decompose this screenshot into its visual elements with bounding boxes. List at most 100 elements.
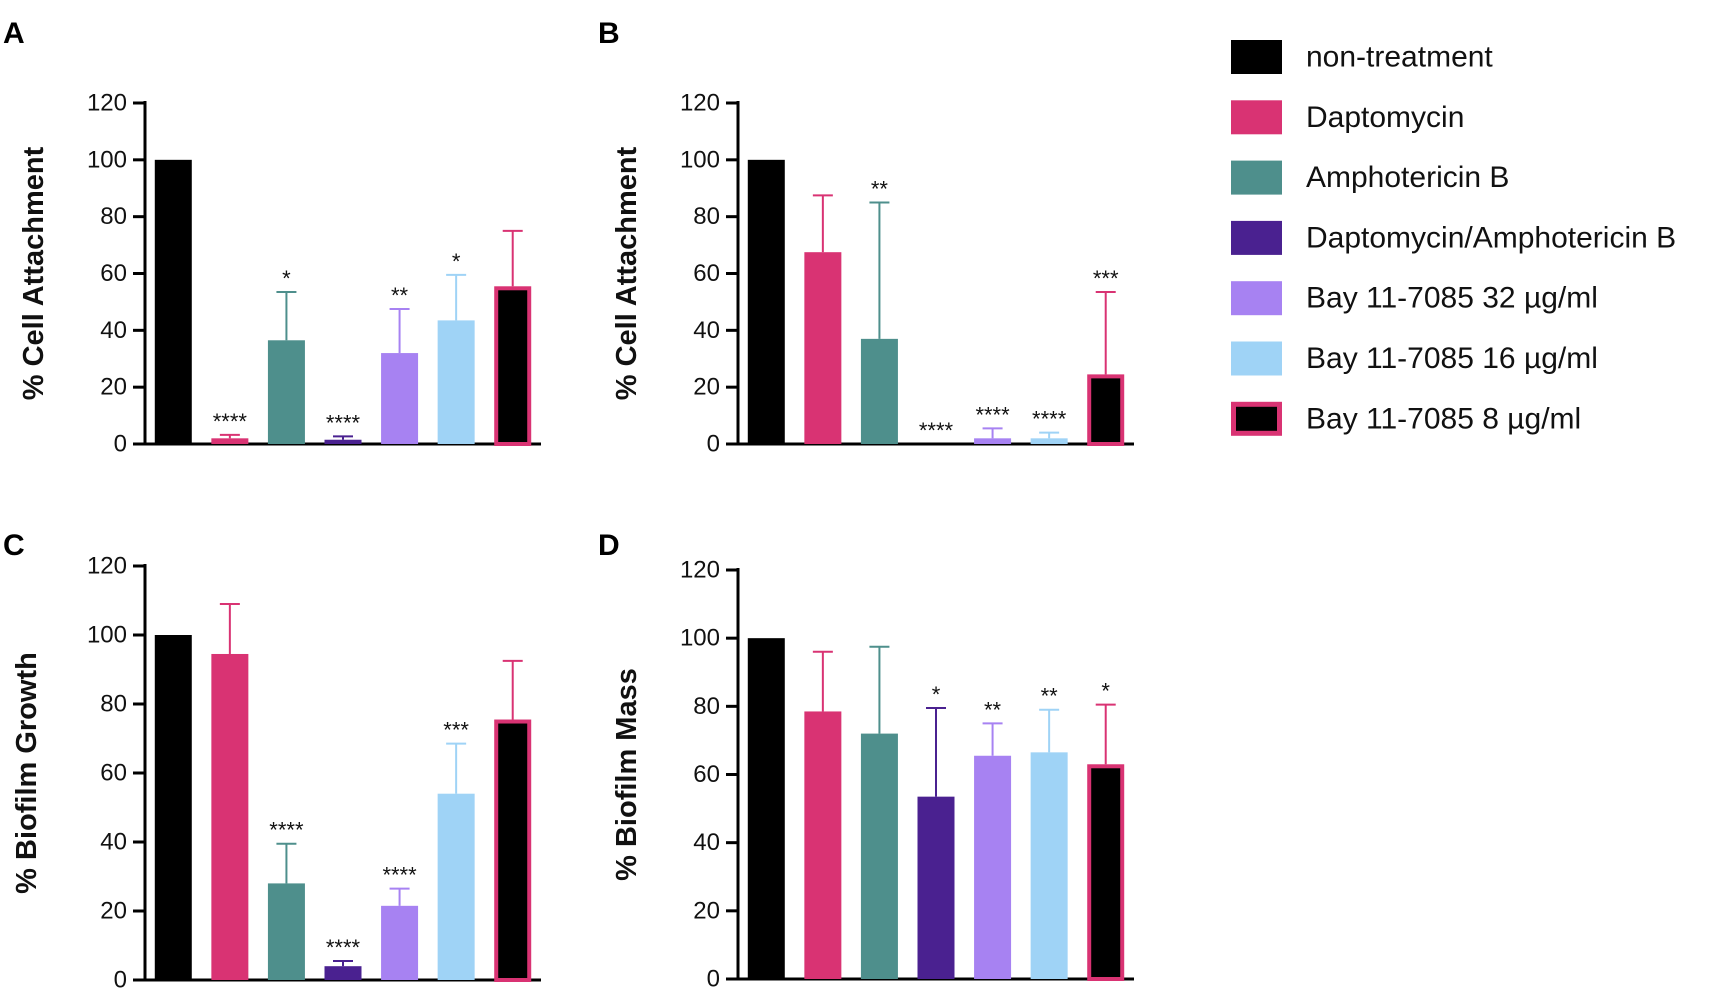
panel-d-bar-daptomycin-amphotericin-b: [917, 796, 955, 979]
panel-d-y-tick-label-0: 0: [707, 966, 720, 993]
panel-a-y-tick-label-100: 100: [87, 146, 127, 173]
panel-a-chart: A% Cell Attachment020406080100120*******…: [3, 17, 541, 458]
legend-label-amphotericin-b: Amphotericin B: [1306, 161, 1509, 194]
panel-a-y-tick-label-0: 0: [114, 431, 127, 458]
panel-c-chart: C% Biofilm Growth020406080100120********…: [3, 529, 541, 994]
panel-b-bar-bay-11-7085-32-ug-ml: [974, 438, 1012, 444]
panel-b-y-tick-label-60: 60: [693, 260, 720, 287]
panel-c-bar-amphotericin-b: [267, 883, 305, 980]
panel-d-y-axis-label: % Biofilm Mass: [611, 668, 643, 881]
panel-b-bar-amphotericin-b: [860, 338, 898, 444]
panel-d-y-tick-label-60: 60: [693, 761, 720, 788]
panel-b-y-tick-label-40: 40: [693, 317, 720, 344]
panel-b-y-tick-label-0: 0: [707, 431, 720, 458]
panel-b-bar-daptomycin: [804, 252, 842, 444]
panel-c-bar-bay-11-7085-8-ug-ml: [494, 719, 532, 983]
panel-d-bar-bay-11-7085-32-ug-ml: [974, 755, 1012, 979]
panel-a-significance-daptomycin-amphotericin-b: ****: [326, 410, 361, 435]
panel-d-y-tick-label-120: 120: [680, 557, 720, 584]
legend-label-bay-11-7085-32-ug-ml: Bay 11-7085 32 µg/ml: [1306, 282, 1598, 315]
panel-b-y-tick-label-120: 120: [680, 90, 720, 117]
panel-d-bar-non-treatment: [747, 638, 785, 979]
panel-c-y-tick-label-100: 100: [87, 622, 127, 649]
panel-a-bar-amphotericin-b: [267, 340, 305, 444]
panel-d-significance-bay-11-7085-8-ug-ml: *: [1101, 679, 1110, 704]
legend-label-bay-11-7085-16-ug-ml: Bay 11-7085 16 µg/ml: [1306, 342, 1598, 375]
legend-label-bay-11-7085-8-ug-ml: Bay 11-7085 8 µg/ml: [1306, 402, 1581, 435]
panel-a-bar-bay-11-7085-16-ug-ml: [437, 320, 475, 444]
panel-a-significance-daptomycin: ****: [213, 409, 248, 434]
panel-a-bar-non-treatment: [154, 159, 192, 445]
panel-b-significance-amphotericin-b: **: [871, 176, 889, 201]
panel-a-significance-amphotericin-b: *: [282, 266, 291, 291]
legend-swatch-black: [1231, 40, 1282, 74]
panel-b-significance-bay-11-7085-32-ug-ml: ****: [975, 402, 1010, 427]
panel-b-significance-bay-11-7085-16-ug-ml: ****: [1032, 407, 1067, 432]
panel-b-significance-daptomycin-amphotericin-b: ****: [919, 418, 954, 443]
panel-c-label: C: [3, 529, 25, 562]
panel-b-y-tick-label-80: 80: [693, 203, 720, 230]
panel-d-y-tick-label-100: 100: [680, 625, 720, 652]
panel-c-bar-daptomycin: [211, 653, 249, 980]
panel-d-bar-bay-11-7085-8-ug-ml: [1087, 764, 1125, 982]
panel-c-y-tick-label-40: 40: [100, 829, 127, 856]
panel-a-y-axis-label: % Cell Attachment: [18, 146, 50, 400]
panel-c-significance-amphotericin-b: ****: [269, 818, 304, 843]
legend-swatch-pink: [1231, 100, 1282, 135]
panel-b-label: B: [598, 17, 620, 50]
panel-c-y-axis-label: % Biofilm Growth: [11, 652, 43, 894]
panel-b-bar-bay-11-7085-16-ug-ml: [1030, 438, 1068, 444]
panel-c-y-tick-label-60: 60: [100, 760, 127, 787]
panel-a-y-tick-label-20: 20: [100, 374, 127, 401]
panel-d-bar-amphotericin-b: [860, 733, 898, 979]
legend-label-daptomycin: Daptomycin: [1306, 101, 1464, 134]
panel-d-significance-daptomycin-amphotericin-b: *: [932, 682, 941, 707]
panel-b-y-tick-label-20: 20: [693, 374, 720, 401]
panel-a-bar-daptomycin: [211, 438, 249, 444]
panel-c-y-tick-label-80: 80: [100, 691, 127, 718]
panel-a-y-tick-label-120: 120: [87, 90, 127, 117]
legend-swatch-black-pink-border: [1231, 401, 1282, 436]
panel-d-y-tick-label-40: 40: [693, 829, 720, 856]
panel-a-bar-bay-11-7085-8-ug-ml: [494, 286, 532, 446]
panel-a-significance-bay-11-7085-16-ug-ml: *: [452, 249, 461, 274]
panel-c-y-tick-label-20: 20: [100, 898, 127, 925]
panel-c-bar-bay-11-7085-16-ug-ml: [437, 793, 475, 980]
legend-swatch-teal: [1231, 160, 1282, 195]
panel-d-y-tick-label-20: 20: [693, 897, 720, 924]
panel-b-y-tick-label-100: 100: [680, 146, 720, 173]
panel-d-significance-bay-11-7085-32-ug-ml: **: [984, 697, 1002, 722]
panel-b-y-axis-label: % Cell Attachment: [611, 146, 643, 400]
legend: non-treatment Daptomycin Amphotericin B Dap…: [1231, 40, 1676, 436]
panel-a-y-tick-label-60: 60: [100, 260, 127, 287]
panel-d-significance-bay-11-7085-16-ug-ml: **: [1041, 684, 1059, 709]
panel-b-bar-bay-11-7085-8-ug-ml: [1087, 374, 1125, 447]
panel-b-bar-non-treatment: [747, 159, 785, 445]
panel-c-significance-daptomycin-amphotericin-b: ****: [326, 935, 361, 960]
panel-d-y-tick-label-80: 80: [693, 693, 720, 720]
panel-c-y-tick-label-120: 120: [87, 553, 127, 580]
legend-label-daptomycin-amphotericin-b: Daptomycin/Amphotericin B: [1306, 221, 1676, 254]
panel-c-bar-non-treatment: [154, 635, 192, 980]
panel-b-chart: B% Cell Attachment020406080100120*******…: [598, 17, 1134, 458]
panel-a-significance-bay-11-7085-32-ug-ml: **: [391, 283, 409, 308]
panel-d-bar-bay-11-7085-16-ug-ml: [1030, 752, 1068, 979]
panel-c-y-tick-label-0: 0: [114, 967, 127, 994]
legend-swatch-lavender: [1231, 281, 1282, 316]
panel-a-y-tick-label-40: 40: [100, 317, 127, 344]
panel-a-bar-daptomycin-amphotericin-b: [324, 439, 362, 444]
panel-d-bar-daptomycin: [804, 711, 842, 979]
panel-c-bar-bay-11-7085-32-ug-ml: [381, 905, 419, 980]
legend-swatch-indigo: [1231, 220, 1282, 255]
panel-c-bar-daptomycin-amphotericin-b: [324, 966, 362, 980]
panel-d-label: D: [598, 529, 620, 562]
panel-c-significance-bay-11-7085-16-ug-ml: ***: [443, 718, 469, 743]
legend-label-non-treatment: non-treatment: [1306, 41, 1493, 74]
panel-a-bar-bay-11-7085-32-ug-ml: [381, 353, 419, 444]
panel-a-y-tick-label-80: 80: [100, 203, 127, 230]
panel-a-label: A: [3, 17, 25, 50]
panel-b-significance-bay-11-7085-8-ug-ml: ***: [1093, 266, 1119, 291]
panel-c-significance-bay-11-7085-32-ug-ml: ****: [382, 863, 417, 888]
